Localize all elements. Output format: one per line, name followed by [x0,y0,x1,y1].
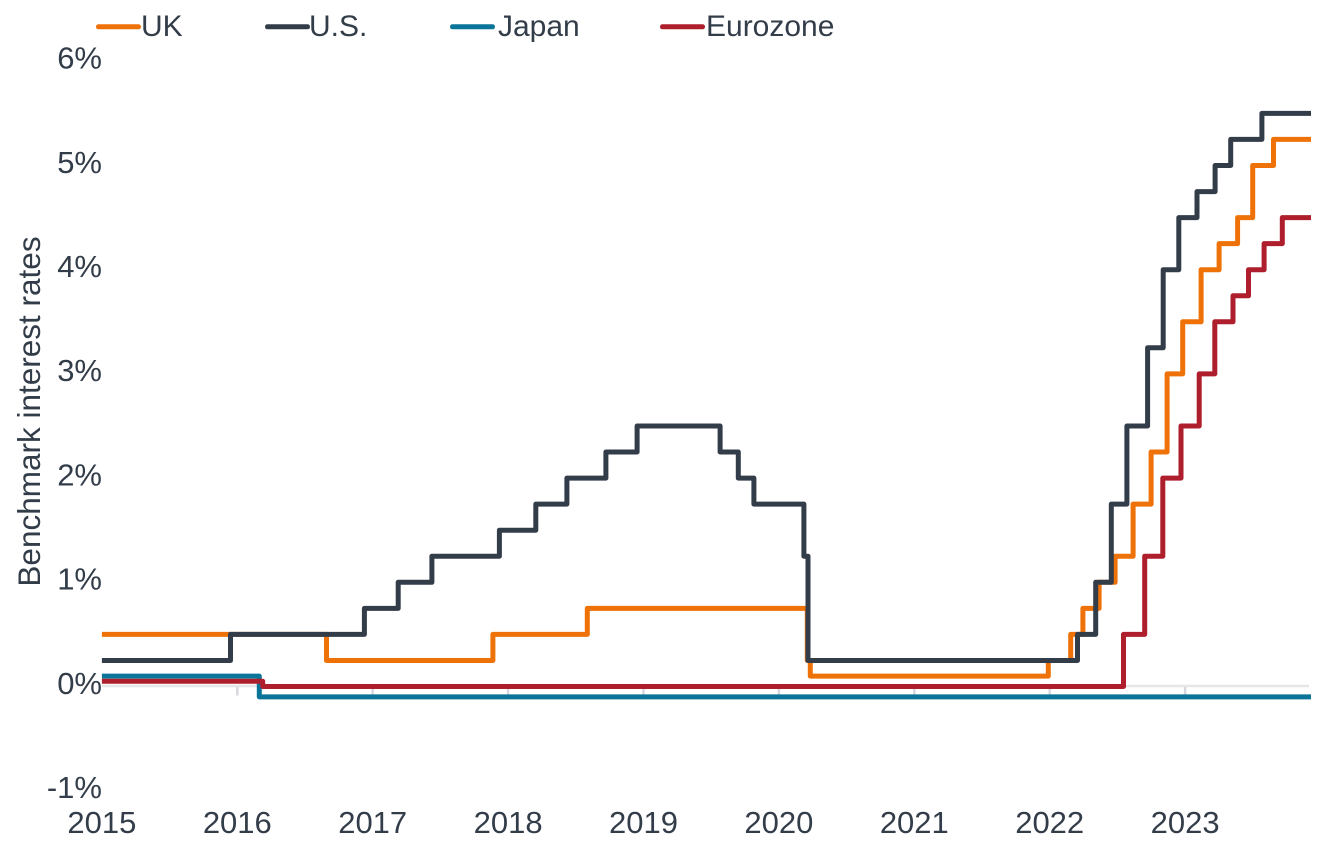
svg-text:2018: 2018 [474,805,543,838]
svg-text:3%: 3% [57,353,102,388]
svg-text:2023: 2023 [1151,805,1220,838]
svg-text:2016: 2016 [203,805,272,838]
svg-text:5%: 5% [57,145,102,180]
svg-text:2022: 2022 [1015,805,1084,838]
svg-text:6%: 6% [57,41,102,76]
svg-text:1%: 1% [57,562,102,597]
svg-text:4%: 4% [57,249,102,284]
svg-text:2015: 2015 [67,805,136,838]
svg-text:2021: 2021 [880,805,949,838]
svg-text:Eurozone: Eurozone [706,10,834,43]
svg-text:UK: UK [141,10,183,43]
svg-text:Benchmark interest rates: Benchmark interest rates [11,236,47,586]
svg-text:2%: 2% [57,457,102,492]
svg-text:U.S.: U.S. [309,10,367,43]
svg-text:2020: 2020 [744,805,813,838]
svg-text:-1%: -1% [47,770,102,805]
svg-text:Japan: Japan [498,10,580,43]
svg-text:2017: 2017 [338,805,407,838]
svg-text:0%: 0% [57,666,102,701]
svg-text:2019: 2019 [609,805,678,838]
